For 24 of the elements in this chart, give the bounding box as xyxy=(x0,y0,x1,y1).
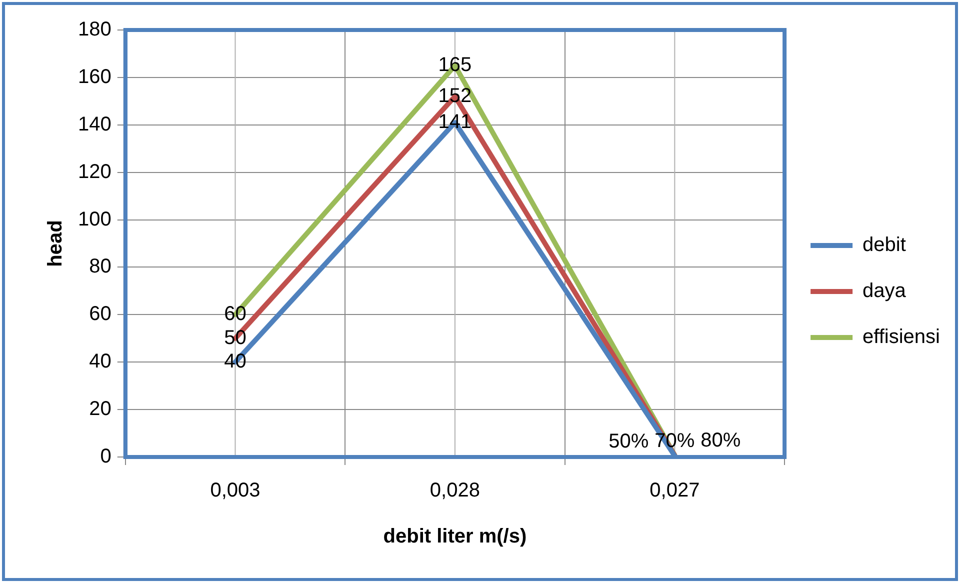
y-tick-label: 180 xyxy=(78,18,112,41)
data-label: 60 xyxy=(224,303,246,326)
x-tick-label: 0,003 xyxy=(210,480,260,502)
y-tick-label: 140 xyxy=(78,113,112,136)
y-tick-label: 40 xyxy=(89,350,112,373)
y-tick-label: 80 xyxy=(89,256,112,278)
data-label: 50 xyxy=(224,326,246,349)
legend-label: debit xyxy=(862,234,906,256)
data-label: 165 xyxy=(438,54,472,76)
data-label: 50% xyxy=(608,430,649,452)
x-tick-label: 0,028 xyxy=(430,480,480,502)
y-tick-label: 100 xyxy=(78,208,112,230)
data-label: 80% xyxy=(700,430,741,452)
legend-label: effisiensi xyxy=(862,326,940,348)
legend-label: daya xyxy=(862,280,907,302)
y-axis-title: head xyxy=(44,220,67,267)
x-tick-label: 0,027 xyxy=(650,480,700,502)
y-tick-label: 120 xyxy=(78,160,112,183)
x-axis-title: debit liter m(/s) xyxy=(383,526,527,548)
y-tick-label: 20 xyxy=(89,398,112,420)
y-tick-label: 0 xyxy=(100,446,112,468)
y-tick-label: 60 xyxy=(89,303,112,326)
y-tick-label: 160 xyxy=(78,66,112,88)
data-label: 40 xyxy=(224,350,246,373)
